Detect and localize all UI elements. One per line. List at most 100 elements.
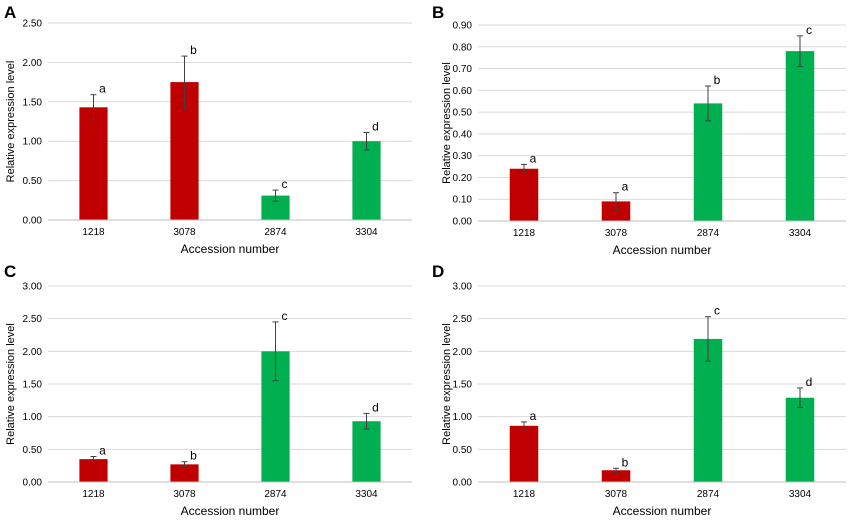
x-category-label: 1218 bbox=[513, 228, 536, 239]
y-tick-label: 2.50 bbox=[453, 314, 473, 325]
x-category-label: 3304 bbox=[355, 489, 378, 500]
y-tick-label: 2.50 bbox=[23, 19, 43, 30]
x-category-label: 3078 bbox=[605, 228, 628, 239]
x-category-label: 3304 bbox=[355, 227, 378, 238]
bar-3078 bbox=[170, 464, 199, 482]
y-tick-label: 3.00 bbox=[23, 282, 43, 293]
x-category-label: 1218 bbox=[513, 489, 536, 500]
panel-letter: B bbox=[432, 3, 444, 22]
bar-2874 bbox=[693, 103, 723, 221]
significance-letter: a bbox=[530, 409, 537, 423]
error-bar bbox=[521, 163, 527, 174]
error-bar bbox=[363, 412, 370, 430]
bar-1218 bbox=[79, 107, 108, 220]
bar-3078 bbox=[601, 470, 631, 482]
panel-letter: C bbox=[4, 262, 16, 281]
x-category-label: 3078 bbox=[173, 227, 196, 238]
error-bar bbox=[797, 35, 803, 67]
bar-3304 bbox=[352, 421, 381, 482]
y-tick-label: 0.50 bbox=[23, 176, 43, 187]
significance-letter: c bbox=[714, 304, 720, 318]
significance-letter: c bbox=[282, 177, 288, 191]
chart-panel-a: A 0.00 0.50 1.00 1.50 2.00 2.50 a 1218 b 3078 c 2874… bbox=[4, 3, 412, 256]
y-axis-title: Relative expression level bbox=[441, 62, 453, 184]
significance-letter: b bbox=[714, 73, 721, 87]
y-tick-label: 0.90 bbox=[453, 21, 473, 32]
panel-letter: D bbox=[432, 262, 444, 281]
y-tick-label: 0.30 bbox=[453, 151, 473, 162]
y-tick-label: 0.70 bbox=[453, 64, 473, 75]
x-category-label: 3078 bbox=[173, 489, 196, 500]
x-category-label: 3304 bbox=[789, 489, 812, 500]
y-tick-label: 0.50 bbox=[453, 108, 473, 119]
bar-3304 bbox=[352, 141, 381, 220]
significance-letter: a bbox=[99, 82, 106, 96]
chart-panel-c: C 0.00 0.50 1.00 1.50 2.00 2.50 3.00 a 1218 b 3078 c… bbox=[4, 262, 412, 518]
y-tick-label: 1.50 bbox=[453, 380, 473, 391]
y-tick-label: 0.00 bbox=[23, 478, 43, 489]
error-bar bbox=[181, 461, 188, 468]
error-bar bbox=[272, 321, 279, 382]
y-axis-title: Relative expression level bbox=[5, 61, 17, 183]
error-bar bbox=[613, 467, 619, 473]
error-bar bbox=[797, 387, 803, 409]
y-tick-label: 2.50 bbox=[23, 314, 43, 325]
error-bar bbox=[90, 456, 97, 463]
chart-panel-d: D 0.00 0.50 1.00 1.50 2.00 2.50 3.00 a 1218 b 3078 c… bbox=[432, 262, 846, 518]
x-category-label: 2874 bbox=[264, 489, 287, 500]
significance-letter: c bbox=[282, 309, 288, 323]
significance-letter: d bbox=[372, 400, 379, 414]
error-bar bbox=[181, 55, 188, 109]
y-tick-label: 0.50 bbox=[23, 445, 43, 456]
y-tick-label: 0.50 bbox=[453, 445, 473, 456]
y-tick-label: 1.00 bbox=[453, 412, 473, 423]
bar-1218 bbox=[509, 425, 539, 482]
y-tick-label: 1.00 bbox=[23, 137, 43, 148]
error-bar bbox=[521, 421, 527, 431]
significance-letter: a bbox=[99, 444, 106, 458]
y-tick-label: 0.60 bbox=[453, 86, 473, 97]
chart-panel-b: B 0.00 0.10 0.20 0.30 0.40 0.50 0.60 0.70 0.80 0.9… bbox=[432, 3, 846, 257]
y-axis-title: Relative expression level bbox=[441, 323, 453, 445]
bar-1218 bbox=[509, 168, 539, 221]
significance-letter: d bbox=[806, 375, 813, 389]
y-tick-label: 0.20 bbox=[453, 173, 473, 184]
x-category-label: 3078 bbox=[605, 489, 628, 500]
significance-letter: b bbox=[190, 449, 197, 463]
y-tick-label: 2.00 bbox=[453, 347, 473, 358]
bar-1218 bbox=[79, 459, 108, 482]
significance-letter: b bbox=[190, 43, 197, 57]
y-tick-label: 1.00 bbox=[23, 412, 43, 423]
error-bar bbox=[613, 192, 619, 211]
y-tick-label: 1.50 bbox=[23, 97, 43, 108]
significance-letter: d bbox=[372, 120, 379, 134]
y-tick-label: 0.40 bbox=[453, 129, 473, 140]
y-tick-label: 0.00 bbox=[23, 216, 43, 227]
y-tick-label: 0.10 bbox=[453, 195, 473, 206]
bar-3078 bbox=[601, 201, 631, 221]
error-bar bbox=[705, 85, 711, 122]
significance-letter: a bbox=[530, 151, 537, 165]
x-axis-title: Accession number bbox=[181, 242, 280, 256]
x-category-label: 2874 bbox=[697, 489, 720, 500]
y-tick-label: 2.00 bbox=[23, 347, 43, 358]
significance-letter: b bbox=[622, 455, 629, 469]
x-axis-title: Accession number bbox=[613, 504, 712, 518]
panel-letter: A bbox=[4, 3, 16, 22]
x-axis-title: Accession number bbox=[613, 243, 712, 257]
x-category-label: 1218 bbox=[82, 489, 105, 500]
y-axis-title: Relative expression level bbox=[5, 323, 17, 445]
error-bar bbox=[90, 94, 97, 121]
y-tick-label: 2.00 bbox=[23, 58, 43, 69]
y-tick-label: 0.80 bbox=[453, 42, 473, 53]
x-category-label: 1218 bbox=[82, 227, 105, 238]
x-axis-title: Accession number bbox=[181, 504, 280, 518]
x-category-label: 3304 bbox=[789, 228, 812, 239]
y-tick-label: 0.00 bbox=[453, 478, 473, 489]
bar-3304 bbox=[785, 51, 815, 222]
significance-letter: a bbox=[622, 180, 629, 194]
y-tick-label: 1.50 bbox=[23, 380, 43, 391]
error-bar bbox=[272, 189, 279, 202]
x-category-label: 2874 bbox=[697, 228, 720, 239]
significance-letter: c bbox=[806, 23, 812, 37]
